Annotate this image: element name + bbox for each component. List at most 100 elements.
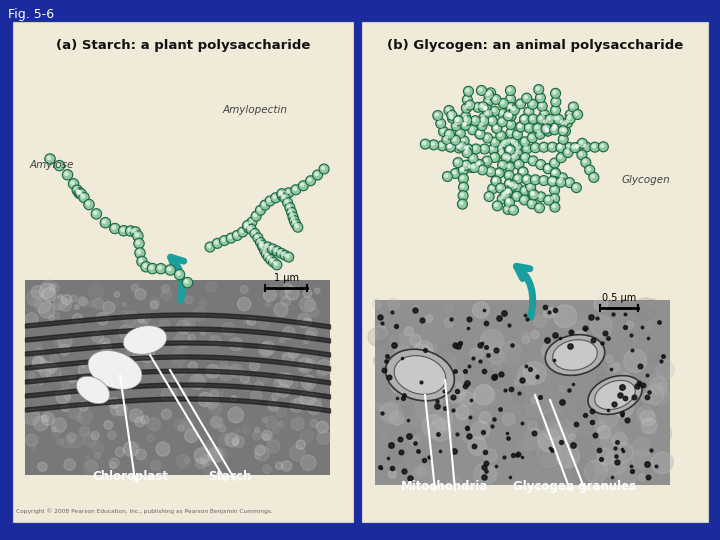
Circle shape — [462, 144, 472, 154]
Circle shape — [511, 106, 516, 111]
Circle shape — [232, 438, 238, 445]
Circle shape — [147, 417, 161, 431]
Circle shape — [480, 144, 490, 154]
Circle shape — [507, 147, 511, 151]
Circle shape — [521, 139, 526, 143]
Circle shape — [523, 95, 528, 99]
Circle shape — [260, 246, 269, 255]
Text: (a) Starch: a plant polysaccharide: (a) Starch: a plant polysaccharide — [56, 38, 310, 51]
Circle shape — [207, 244, 211, 248]
Circle shape — [565, 114, 575, 124]
Circle shape — [626, 321, 634, 329]
Circle shape — [132, 231, 143, 241]
Circle shape — [520, 168, 524, 173]
Text: Glycogen granules: Glycogen granules — [513, 480, 636, 493]
Circle shape — [464, 117, 468, 122]
Circle shape — [494, 168, 504, 178]
Circle shape — [127, 442, 140, 455]
Circle shape — [259, 242, 264, 246]
Circle shape — [632, 363, 639, 370]
Circle shape — [125, 348, 139, 362]
Circle shape — [577, 150, 587, 160]
Circle shape — [545, 165, 549, 170]
Circle shape — [491, 176, 501, 186]
Circle shape — [491, 94, 501, 104]
Circle shape — [263, 434, 269, 441]
Circle shape — [79, 427, 89, 436]
Circle shape — [207, 447, 222, 462]
Circle shape — [552, 170, 557, 174]
Circle shape — [503, 187, 513, 197]
Circle shape — [257, 207, 261, 212]
Circle shape — [449, 112, 453, 117]
Circle shape — [552, 170, 557, 174]
Circle shape — [176, 271, 181, 276]
Text: Copyright © 2008 Pearson Education, Inc., publishing as Pearson Benjamin Cumming: Copyright © 2008 Pearson Education, Inc.… — [16, 508, 273, 514]
Circle shape — [447, 144, 452, 148]
Circle shape — [570, 143, 580, 153]
Circle shape — [536, 205, 541, 209]
Circle shape — [269, 246, 274, 250]
Circle shape — [507, 147, 511, 151]
Circle shape — [539, 103, 544, 107]
Circle shape — [444, 385, 451, 392]
Circle shape — [91, 431, 99, 440]
Circle shape — [271, 393, 278, 400]
Circle shape — [600, 435, 616, 450]
Circle shape — [283, 198, 292, 208]
Circle shape — [531, 143, 541, 153]
Circle shape — [279, 192, 283, 197]
Circle shape — [579, 140, 583, 145]
Circle shape — [127, 227, 132, 232]
Circle shape — [86, 460, 96, 470]
Circle shape — [529, 190, 539, 200]
Circle shape — [462, 352, 480, 369]
Circle shape — [156, 442, 170, 456]
Circle shape — [78, 296, 86, 305]
Circle shape — [521, 197, 526, 201]
Circle shape — [565, 110, 575, 120]
Circle shape — [514, 151, 519, 155]
Circle shape — [474, 104, 480, 109]
Circle shape — [78, 410, 92, 424]
Circle shape — [571, 330, 582, 340]
Circle shape — [453, 158, 463, 167]
Circle shape — [256, 238, 266, 247]
Circle shape — [414, 467, 428, 481]
Circle shape — [376, 403, 382, 410]
Circle shape — [171, 353, 184, 366]
Circle shape — [551, 89, 561, 98]
Circle shape — [272, 246, 282, 256]
Circle shape — [481, 329, 503, 352]
Circle shape — [49, 284, 55, 291]
Circle shape — [488, 144, 498, 154]
Circle shape — [238, 298, 251, 310]
Circle shape — [264, 252, 274, 262]
Circle shape — [176, 320, 191, 334]
Circle shape — [527, 199, 537, 209]
Circle shape — [533, 428, 539, 435]
Circle shape — [519, 195, 529, 205]
Circle shape — [547, 176, 557, 186]
Circle shape — [39, 302, 55, 318]
Circle shape — [544, 308, 554, 318]
Circle shape — [523, 145, 528, 150]
Circle shape — [451, 477, 462, 488]
Circle shape — [438, 126, 449, 137]
Text: Starch: Starch — [208, 470, 252, 483]
Circle shape — [219, 366, 233, 381]
Circle shape — [456, 385, 467, 395]
Circle shape — [388, 298, 400, 309]
Circle shape — [81, 194, 85, 199]
Circle shape — [546, 424, 568, 445]
Circle shape — [480, 104, 485, 108]
Circle shape — [538, 193, 542, 198]
Circle shape — [268, 400, 279, 411]
Circle shape — [420, 139, 431, 149]
Circle shape — [294, 397, 306, 409]
Circle shape — [446, 110, 456, 120]
Circle shape — [428, 140, 438, 150]
Circle shape — [649, 373, 664, 387]
Circle shape — [585, 460, 608, 483]
Circle shape — [159, 320, 170, 330]
